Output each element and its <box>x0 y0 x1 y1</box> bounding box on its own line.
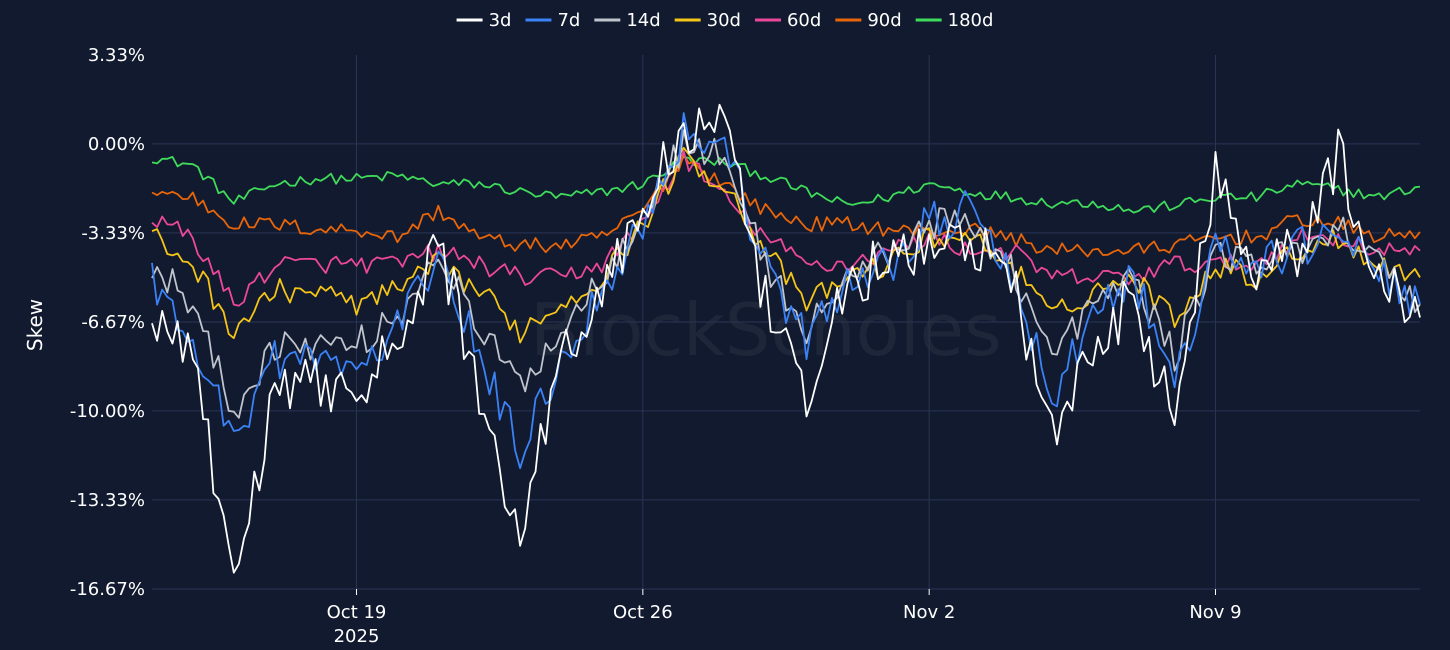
legend-label-60d: 60d <box>787 10 821 31</box>
x-tick-label: Oct 19 <box>327 602 387 623</box>
y-tick-label: 3.33% <box>88 45 145 66</box>
series-line-180d <box>151 156 1421 214</box>
x-tick-label: Nov 9 <box>1189 602 1241 623</box>
y-tick-label: -13.33% <box>70 490 145 511</box>
legend-label-7d: 7d <box>557 10 580 31</box>
legend-label-180d: 180d <box>948 10 994 31</box>
x-tick-label: Oct 26 <box>613 602 673 623</box>
series-line-14d <box>151 129 1421 419</box>
x-axis-ticks: Oct 19 2025 Oct 26 Nov 2 Nov 9 <box>327 589 1242 647</box>
series-line-30d <box>151 146 1421 344</box>
y-tick-label: -10.00% <box>70 401 145 422</box>
series-line-3d <box>151 103 1421 574</box>
x-tick-sublabel: 2025 <box>334 626 380 647</box>
legend: 3d 7d 14d 30d 60d 90d 180d <box>456 10 994 31</box>
y-tick-label: 0.00% <box>88 134 145 155</box>
watermark: BlockScholes <box>530 288 1002 372</box>
series-line-90d <box>151 153 1421 258</box>
y-tick-label: -6.67% <box>81 312 145 333</box>
x-tick-label: Nov 2 <box>903 602 955 623</box>
legend-label-30d: 30d <box>707 10 741 31</box>
series-lines <box>151 103 1421 574</box>
legend-label-3d: 3d <box>489 10 512 31</box>
series-line-7d <box>151 112 1421 470</box>
y-tick-label: -16.67% <box>70 579 145 600</box>
y-axis-title: Skew <box>23 299 47 351</box>
legend-label-14d: 14d <box>626 10 660 31</box>
y-axis-ticks: 3.33% 0.00% -3.33% -6.67% -10.00% -13.33% -16.… <box>70 45 145 600</box>
legend-label-90d: 90d <box>867 10 901 31</box>
y-tick-label: -3.33% <box>81 223 145 244</box>
